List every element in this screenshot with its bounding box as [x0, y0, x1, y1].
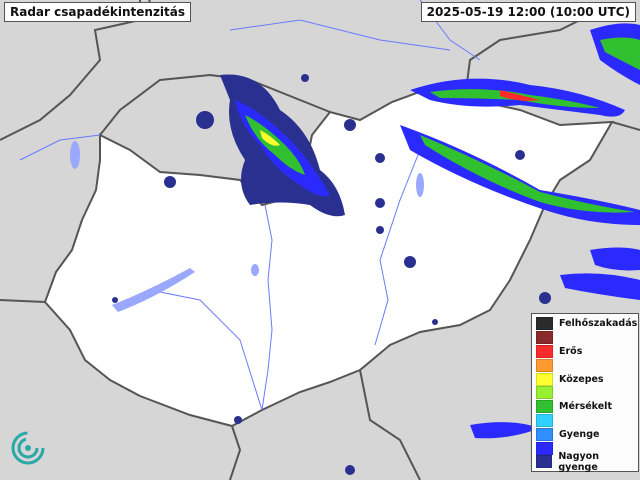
legend-item [536, 413, 638, 428]
legend-item: Felhőszakadás [536, 317, 638, 331]
hungary-territory [43, 86, 614, 428]
legend-swatch [536, 386, 553, 400]
legend-item: Mérsékelt [536, 400, 638, 414]
legend-item: Gyenge [536, 427, 638, 441]
legend-swatch [536, 400, 553, 414]
legend-item: Közepes [536, 372, 638, 386]
radar-echoes [112, 23, 640, 475]
legend-swatch [536, 331, 553, 345]
legend-swatch [536, 344, 553, 358]
legend-swatch [536, 413, 553, 427]
legend-item: Erős [536, 344, 638, 359]
legend-item [536, 358, 638, 372]
legend-swatch [536, 455, 553, 469]
legend-swatch [536, 358, 553, 372]
legend-item: Nagyon gyenge [536, 451, 638, 473]
legend-swatch [536, 317, 553, 331]
legend-swatch [536, 427, 553, 441]
lakes [70, 141, 424, 312]
logo-icon [11, 431, 45, 465]
legend: Felhőszakadás Erős Közepes Mérsékelt Gye… [531, 313, 639, 473]
legend-item [536, 441, 638, 455]
legend-swatch [536, 372, 553, 386]
timestamp: 2025-05-19 12:00 (10:00 UTC) [420, 2, 636, 22]
map-title: Radar csapadékintenzitás [4, 2, 192, 22]
legend-item [536, 331, 638, 345]
legend-swatch [536, 441, 553, 455]
legend-item [536, 386, 638, 400]
rivers [19, 0, 481, 411]
